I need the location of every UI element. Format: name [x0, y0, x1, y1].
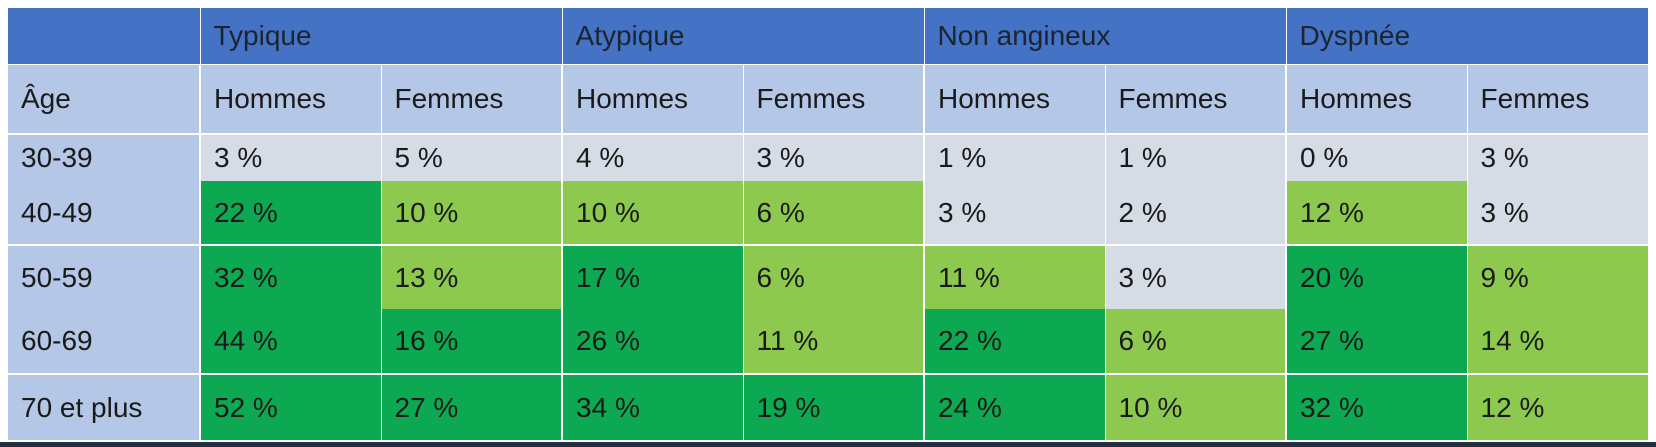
table-cell: 24 %	[923, 374, 1106, 440]
table-cell: 3 %	[199, 134, 381, 181]
col-header-dyspnee-femmes: Femmes	[1466, 64, 1649, 135]
table-cell: 3 %	[1466, 181, 1649, 246]
table-cell: 3 %	[1104, 245, 1287, 309]
col-header-dyspnee-hommes: Hommes	[1285, 64, 1468, 135]
table-cell: 32 %	[199, 245, 381, 309]
table-cell: 4 %	[561, 134, 744, 181]
table-cell: 12 %	[1285, 181, 1468, 246]
table-cell: 32 %	[1285, 374, 1468, 440]
table-cell: 22 %	[923, 309, 1106, 375]
corner-cell	[8, 8, 200, 65]
table-cell: 0 %	[1285, 134, 1468, 181]
table-cell: 10 %	[380, 181, 563, 246]
table-row-60-69: 60-69 44 % 16 % 26 % 11 % 22 % 6 % 27 % …	[8, 309, 1649, 375]
prevalence-table: Typique Atypique Non angineux Dyspnée Âg…	[8, 8, 1649, 440]
table-cell: 6 %	[742, 181, 925, 246]
age-label: 40-49	[8, 181, 200, 246]
table-cell: 16 %	[380, 309, 563, 375]
col-header-non-angineux-hommes: Hommes	[923, 64, 1106, 135]
column-header-row: Âge Hommes Femmes Hommes Femmes Hommes F…	[8, 64, 1649, 135]
group-header-atypique: Atypique	[561, 8, 925, 65]
table-cell: 52 %	[199, 374, 381, 440]
table-cell: 6 %	[1104, 309, 1287, 375]
col-header-non-angineux-femmes: Femmes	[1104, 64, 1287, 135]
table-cell: 34 %	[561, 374, 744, 440]
table-cell: 10 %	[1104, 374, 1287, 440]
table-cell: 1 %	[1104, 134, 1287, 181]
group-header-typique: Typique	[199, 8, 563, 65]
col-header-atypique-femmes: Femmes	[742, 64, 925, 135]
table-bottom-border	[0, 442, 1656, 447]
table-cell: 27 %	[1285, 309, 1468, 375]
table-cell: 10 %	[561, 181, 744, 246]
table-cell: 26 %	[561, 309, 744, 375]
table-cell: 9 %	[1466, 245, 1649, 309]
age-label: 70 et plus	[8, 374, 200, 440]
age-label: 30-39	[8, 134, 200, 181]
table-cell: 17 %	[561, 245, 744, 309]
col-header-atypique-hommes: Hommes	[561, 64, 744, 135]
table-cell: 3 %	[1466, 134, 1649, 181]
table-cell: 12 %	[1466, 374, 1649, 440]
table-cell: 27 %	[380, 374, 563, 440]
table-cell: 5 %	[380, 134, 563, 181]
table-cell: 3 %	[923, 181, 1106, 246]
table-cell: 19 %	[742, 374, 925, 440]
table-row-30-39: 30-39 3 % 5 % 4 % 3 % 1 % 1 % 0 % 3 %	[8, 134, 1649, 181]
table-cell: 44 %	[199, 309, 381, 375]
table-cell: 11 %	[742, 309, 925, 375]
age-label: 60-69	[8, 309, 200, 375]
table-cell: 13 %	[380, 245, 563, 309]
group-header-row: Typique Atypique Non angineux Dyspnée	[8, 8, 1649, 65]
table-row-70-et-plus: 70 et plus 52 % 27 % 34 % 19 % 24 % 10 %…	[8, 374, 1649, 440]
age-label: 50-59	[8, 245, 200, 309]
table-row-40-49: 40-49 22 % 10 % 10 % 6 % 3 % 2 % 12 % 3 …	[8, 181, 1649, 246]
table-cell: 6 %	[742, 245, 925, 309]
col-header-typique-femmes: Femmes	[380, 64, 563, 135]
table-cell: 3 %	[742, 134, 925, 181]
table-cell: 14 %	[1466, 309, 1649, 375]
col-header-typique-hommes: Hommes	[199, 64, 381, 135]
table-cell: 11 %	[923, 245, 1106, 309]
group-header-dyspnee: Dyspnée	[1285, 8, 1649, 65]
table-cell: 2 %	[1104, 181, 1287, 246]
table-cell: 22 %	[199, 181, 381, 246]
table-row-50-59: 50-59 32 % 13 % 17 % 6 % 11 % 3 % 20 % 9…	[8, 245, 1649, 309]
table-cell: 1 %	[923, 134, 1106, 181]
table-cell: 20 %	[1285, 245, 1468, 309]
age-column-header: Âge	[8, 64, 200, 135]
group-header-non-angineux: Non angineux	[923, 8, 1287, 65]
